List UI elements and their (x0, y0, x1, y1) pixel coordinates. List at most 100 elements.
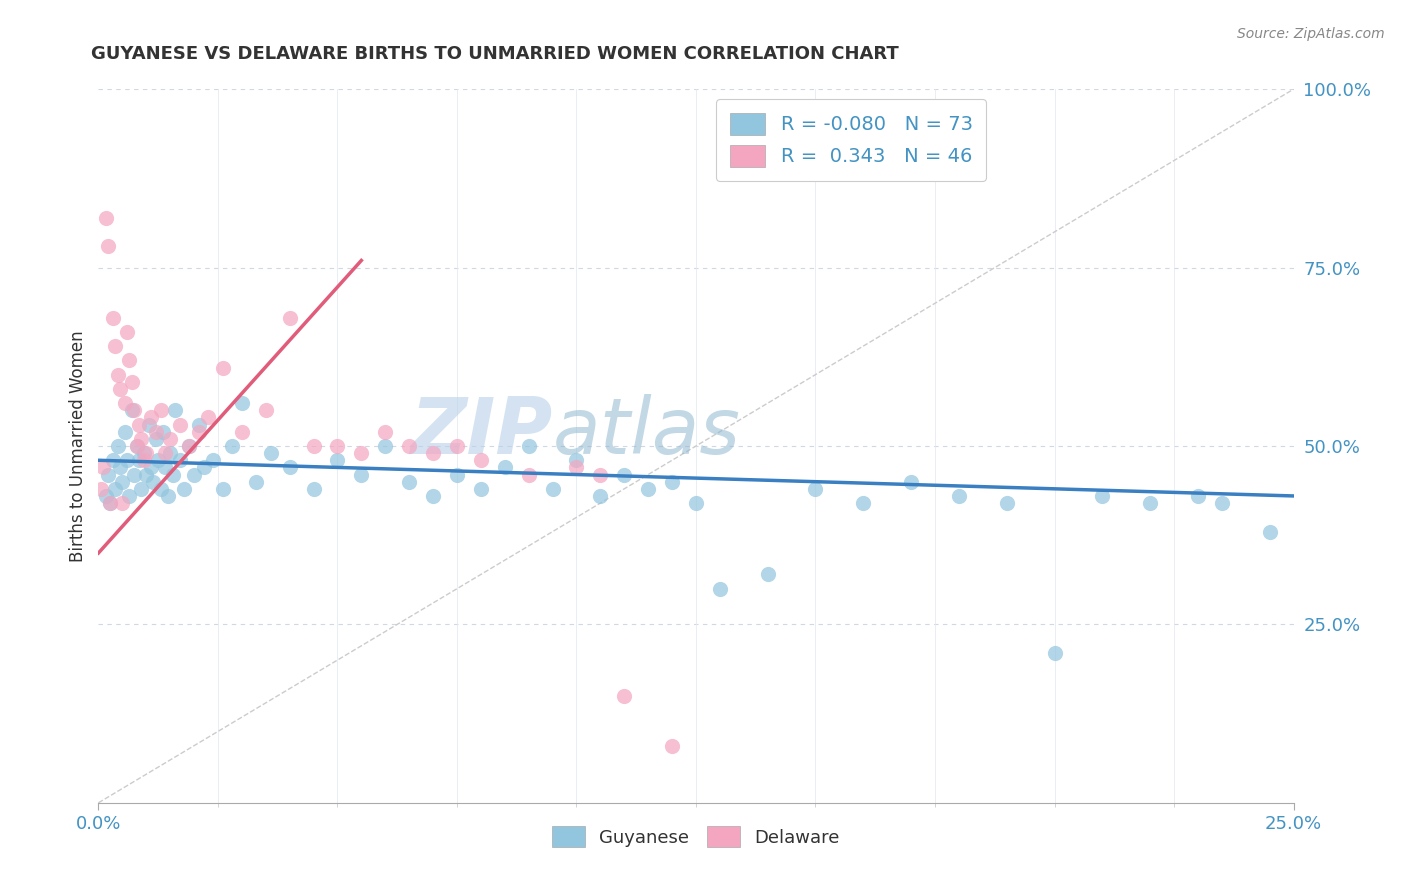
Point (101, 453, 124, 467)
Point (163, 403, 186, 417)
Point (149, 403, 172, 417)
Point (94, 211, 117, 225)
Point (187, 425, 209, 439)
Point (494, 460, 516, 475)
Point (661, 739, 683, 753)
Point (179, 439, 201, 453)
Point (121, 375, 143, 389)
Point (565, 453, 588, 467)
Point (446, 467, 468, 482)
Point (90, 482, 112, 496)
Point (132, 453, 155, 467)
Point (398, 475, 420, 489)
Text: Source: ZipAtlas.com: Source: ZipAtlas.com (1237, 27, 1385, 41)
Point (107, 439, 129, 453)
Point (149, 482, 172, 496)
Point (995, 496, 1018, 510)
Point (221, 439, 243, 453)
Point (211, 482, 233, 496)
Point (948, 489, 970, 503)
Point (98, 496, 122, 510)
Point (125, 439, 148, 453)
Point (124, 467, 146, 482)
Point (202, 453, 225, 467)
Point (1187, 489, 1209, 503)
Point (108, 460, 131, 475)
Point (470, 482, 492, 496)
Point (398, 439, 420, 453)
Point (374, 439, 396, 453)
Point (118, 489, 141, 503)
Point (152, 425, 174, 439)
Point (852, 496, 875, 510)
Text: ZIP: ZIP (411, 393, 553, 470)
Legend: Guyanese, Delaware: Guyanese, Delaware (541, 815, 851, 858)
Point (422, 489, 444, 503)
Point (637, 482, 659, 496)
Point (135, 446, 157, 460)
Point (128, 453, 150, 467)
Point (613, 467, 636, 482)
Point (245, 475, 267, 489)
Point (138, 417, 160, 432)
Point (104, 339, 127, 353)
Point (125, 439, 148, 453)
Point (124, 403, 146, 417)
Point (1043, 646, 1066, 660)
Point (173, 482, 195, 496)
Point (709, 582, 731, 596)
Point (91, 460, 114, 475)
Point (613, 689, 636, 703)
Point (589, 489, 612, 503)
Point (804, 482, 827, 496)
Point (1258, 524, 1281, 539)
Point (169, 453, 191, 467)
Point (97, 467, 120, 482)
Point (1139, 496, 1161, 510)
Point (132, 446, 155, 460)
Point (118, 353, 141, 368)
Point (661, 475, 683, 489)
Point (159, 432, 181, 446)
Point (302, 439, 325, 453)
Point (231, 396, 253, 410)
Point (156, 489, 179, 503)
Point (155, 446, 177, 460)
Point (97, 239, 120, 253)
Point (159, 446, 181, 460)
Point (193, 460, 215, 475)
Point (98, 496, 122, 510)
Point (197, 410, 219, 425)
Text: GUYANESE VS DELAWARE BIRTHS TO UNMARRIED WOMEN CORRELATION CHART: GUYANESE VS DELAWARE BIRTHS TO UNMARRIED… (91, 45, 900, 62)
Point (135, 467, 157, 482)
Point (350, 446, 373, 460)
Point (685, 496, 707, 510)
Point (101, 310, 124, 325)
Text: atlas: atlas (553, 393, 741, 470)
Point (374, 425, 396, 439)
Point (1091, 489, 1114, 503)
Point (94, 489, 117, 503)
Point (326, 439, 349, 453)
Point (145, 432, 167, 446)
Point (131, 482, 153, 496)
Point (187, 417, 209, 432)
Point (128, 417, 150, 432)
Point (422, 446, 444, 460)
Point (517, 467, 540, 482)
Point (148, 453, 170, 467)
Point (155, 460, 177, 475)
Point (115, 453, 138, 467)
Point (259, 446, 281, 460)
Point (131, 432, 153, 446)
Point (541, 482, 564, 496)
Point (254, 403, 277, 417)
Point (1211, 496, 1233, 510)
Point (162, 467, 184, 482)
Point (565, 460, 588, 475)
Point (139, 460, 162, 475)
Y-axis label: Births to Unmarried Women: Births to Unmarried Women (69, 330, 87, 562)
Point (900, 475, 922, 489)
Point (231, 425, 253, 439)
Point (302, 482, 325, 496)
